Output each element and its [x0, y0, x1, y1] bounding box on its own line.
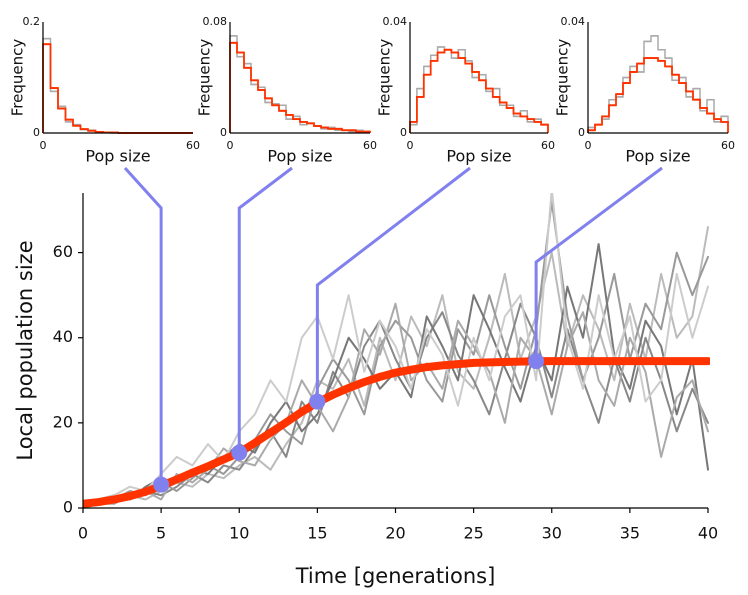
x-tick-label: 10: [229, 524, 249, 543]
x-tick-label: 0: [227, 139, 234, 152]
x-tick-label: 0: [407, 139, 414, 152]
y-tick-label: 40: [53, 327, 73, 346]
x-tick-label: 60: [363, 139, 377, 152]
y-tick-label: 0: [220, 126, 227, 139]
x-tick-label: 25: [463, 524, 483, 543]
y-tick-label: 0.2: [23, 15, 41, 28]
y-tick-label: 0.08: [203, 15, 228, 28]
trajectory: [83, 226, 709, 505]
connector: [237, 166, 293, 453]
y-tick-label: 0: [63, 498, 73, 517]
trajectory: [83, 302, 709, 509]
x-tick-label: 60: [721, 139, 735, 152]
plot-area: [83, 193, 710, 509]
histogram-outline: [409, 46, 549, 133]
y-tick-label: 0: [400, 126, 407, 139]
sample-point: [309, 393, 326, 410]
y-tick-label: 0.04: [383, 15, 408, 28]
x-axis-title: Time [generations]: [295, 564, 496, 588]
sample-point: [153, 476, 170, 493]
x-tick-label: 15: [307, 524, 327, 543]
sample-point: [231, 444, 248, 461]
y-tick-label: 20: [53, 412, 73, 431]
y-tick-label: 0: [33, 126, 40, 139]
x-tick-label: 40: [698, 524, 718, 543]
trajectory: [83, 193, 709, 505]
x-tick-label: 35: [620, 524, 640, 543]
x-tick-label: 20: [385, 524, 405, 543]
sample-point: [528, 353, 545, 370]
y-axis-title: Frequency: [376, 39, 394, 117]
x-tick-label: 0: [40, 139, 47, 152]
x-axis-title: Pop size: [267, 147, 332, 166]
connector: [534, 166, 663, 362]
y-axis-title: Frequency: [9, 39, 27, 117]
y-tick-label: 0: [578, 126, 585, 139]
y-axis-title: Frequency: [554, 39, 572, 117]
y-tick-label: 0.04: [561, 15, 586, 28]
x-axis-title: Pop size: [446, 147, 511, 166]
x-tick-label: 60: [541, 139, 555, 152]
x-tick-label: 60: [186, 139, 200, 152]
connector: [315, 166, 471, 402]
connector: [123, 166, 163, 485]
y-axis-title: Local population size: [13, 240, 37, 460]
x-tick-label: 30: [542, 524, 562, 543]
x-tick-label: 5: [156, 524, 166, 543]
mean-curve: [83, 357, 710, 508]
x-axis-title: Pop size: [85, 147, 150, 166]
histogram-outline: [587, 57, 729, 133]
y-axis-title: Frequency: [196, 39, 214, 117]
x-tick-label: 0: [585, 139, 592, 152]
y-tick-label: 60: [53, 242, 73, 261]
x-tick-label: 0: [78, 524, 88, 543]
x-axis-title: Pop size: [625, 147, 690, 166]
